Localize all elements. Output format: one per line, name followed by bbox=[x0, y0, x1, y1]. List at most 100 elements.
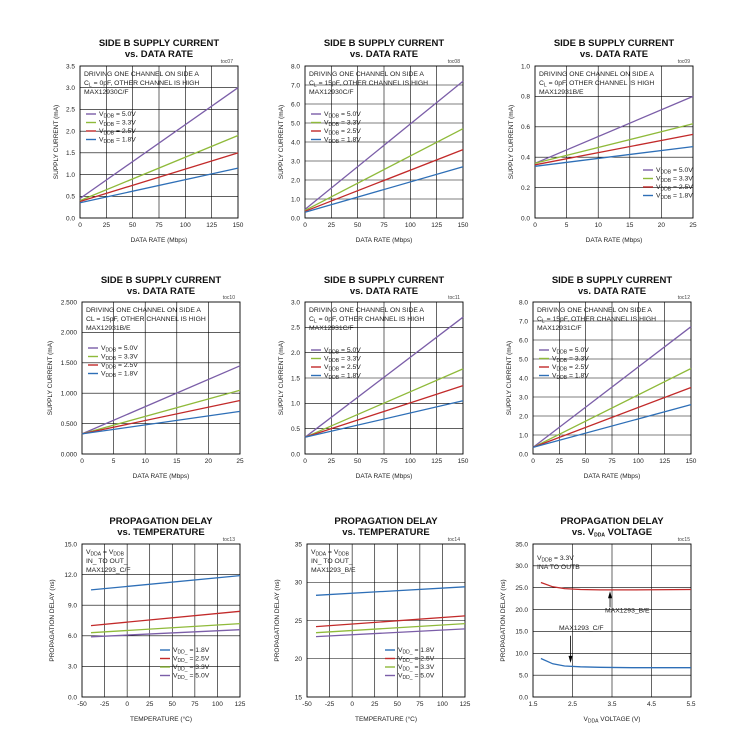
plot-frame bbox=[81, 301, 241, 455]
legend-label: VDD_ = 5.0V bbox=[398, 673, 435, 682]
x-tick-label: 20 bbox=[658, 222, 666, 229]
series-line bbox=[534, 123, 694, 164]
series-line bbox=[304, 80, 464, 210]
legend-label: VDDB = 1.8V bbox=[99, 137, 136, 146]
annotation-text: CL = 15pF, OTHER CHANNEL IS HIGH bbox=[309, 80, 428, 89]
series-line bbox=[315, 628, 466, 638]
x-axis-label: TEMPERATURE (°C) bbox=[130, 715, 192, 723]
plot-frame bbox=[532, 301, 692, 455]
legend-label: VDDB = 5.0V bbox=[552, 347, 589, 356]
callout-arrowhead bbox=[568, 655, 573, 663]
series-line bbox=[81, 389, 241, 435]
x-tick-label: 75 bbox=[191, 701, 199, 708]
legend-label: VDDB = 2.5V bbox=[552, 364, 589, 373]
annotation-text: CL = 15pF, OTHER CHANNEL IS HIGH bbox=[537, 316, 656, 325]
legend-label: VDD_ = 2.5V bbox=[173, 656, 210, 665]
annotation-text: CL = 0pF, OTHER CHANNEL IS HIGH bbox=[539, 80, 654, 89]
chart-subtitle: vs. DATA RATE bbox=[580, 49, 648, 60]
chart-title: PROPAGATION DELAY bbox=[109, 516, 213, 527]
legend-label: VDDB = 3.3V bbox=[324, 356, 361, 365]
y-tick-label: 7.0 bbox=[291, 82, 300, 89]
y-tick-label: 7.0 bbox=[519, 318, 528, 325]
series-line bbox=[540, 581, 692, 591]
y-axis-label: SUPPLY CURRENT (mA) bbox=[53, 105, 60, 179]
series-line bbox=[304, 166, 464, 213]
x-tick-label: 125 bbox=[659, 458, 670, 465]
y-tick-label: 15.0 bbox=[64, 541, 77, 548]
x-tick-label: 125 bbox=[431, 222, 442, 229]
y-tick-label: 0.000 bbox=[61, 451, 78, 458]
x-tick-label: 150 bbox=[458, 458, 469, 465]
x-tick-label: 0 bbox=[125, 701, 129, 708]
series-line bbox=[532, 403, 692, 449]
x-tick-label: 4.5 bbox=[647, 701, 656, 708]
y-tick-label: 2.500 bbox=[61, 299, 78, 306]
x-tick-label: -25 bbox=[325, 701, 335, 708]
x-tick-label: 150 bbox=[458, 222, 469, 229]
x-tick-label: 15 bbox=[173, 458, 181, 465]
x-tick-label: 25 bbox=[556, 458, 564, 465]
y-tick-label: 25 bbox=[295, 618, 303, 625]
x-tick-label: 25 bbox=[146, 701, 154, 708]
annotation-text: MAX12930C/F bbox=[84, 89, 129, 96]
x-axis-label: DATA RATE (Mbps) bbox=[131, 237, 188, 244]
x-tick-label: 0 bbox=[303, 222, 307, 229]
x-tick-label: 75 bbox=[155, 222, 163, 229]
y-tick-label: 2.0 bbox=[66, 128, 75, 135]
series-line bbox=[534, 133, 694, 166]
y-tick-label: 1.0 bbox=[291, 401, 300, 408]
y-axis-label: PROPAGATION DELAY (ns) bbox=[500, 579, 507, 661]
y-tick-label: 2.0 bbox=[519, 413, 528, 420]
x-tick-label: 150 bbox=[686, 458, 697, 465]
x-tick-label: 25 bbox=[236, 458, 244, 465]
x-tick-label: 15 bbox=[626, 222, 634, 229]
x-tick-label: -25 bbox=[100, 701, 110, 708]
x-axis-label: DATA RATE (Mbps) bbox=[133, 473, 190, 480]
y-tick-label: 1.000 bbox=[61, 391, 78, 398]
y-tick-label: 9.0 bbox=[68, 603, 77, 610]
chart-title: PROPAGATION DELAY bbox=[560, 516, 664, 527]
x-tick-label: 125 bbox=[206, 222, 217, 229]
figure-code: toc07 bbox=[221, 59, 233, 65]
series-line bbox=[534, 95, 694, 164]
x-tick-label: 25 bbox=[328, 222, 336, 229]
y-tick-label: 0.0 bbox=[519, 694, 528, 701]
x-tick-label: 3.5 bbox=[607, 701, 616, 708]
y-axis-label: SUPPLY CURRENT (mA) bbox=[278, 341, 285, 415]
y-axis-label: SUPPLY CURRENT (mA) bbox=[508, 105, 515, 179]
series-line bbox=[79, 152, 239, 203]
series-line bbox=[540, 657, 691, 669]
chart-title: SIDE B SUPPLY CURRENT bbox=[324, 275, 445, 286]
x-tick-label: 50 bbox=[354, 458, 362, 465]
series-line bbox=[304, 400, 464, 438]
chart-subtitle: vs. VDDA VOLTAGE bbox=[572, 527, 652, 539]
chart-title: SIDE B SUPPLY CURRENT bbox=[552, 275, 673, 286]
legend-label: VDDB = 5.0V bbox=[324, 347, 361, 356]
series-line bbox=[532, 367, 692, 448]
y-tick-label: 2.000 bbox=[61, 330, 78, 337]
annotation-text: DRIVING ONE CHANNEL ON SIDE A bbox=[539, 71, 654, 78]
legend-label: VDDB = 1.8V bbox=[101, 371, 138, 380]
y-tick-label: 8.0 bbox=[519, 299, 528, 306]
legend-label: VDD_ = 1.8V bbox=[173, 647, 210, 656]
figure-code: toc11 bbox=[448, 295, 460, 301]
y-tick-label: 6.0 bbox=[68, 633, 77, 640]
chart-subtitle: vs. DATA RATE bbox=[578, 286, 646, 297]
y-axis-label: SUPPLY CURRENT (mA) bbox=[47, 341, 54, 415]
plot-frame bbox=[304, 301, 464, 455]
x-tick-label: 50 bbox=[129, 222, 137, 229]
series-line bbox=[90, 629, 241, 638]
x-tick-label: -50 bbox=[302, 701, 312, 708]
x-tick-label: 100 bbox=[212, 701, 223, 708]
annotation-text: VDDA = VDDB bbox=[86, 549, 125, 558]
x-tick-label: -50 bbox=[77, 701, 87, 708]
y-tick-label: 0.6 bbox=[521, 124, 530, 131]
figure-code: toc08 bbox=[448, 59, 460, 65]
y-tick-label: 4.0 bbox=[291, 139, 300, 146]
chart-subtitle: vs. DATA RATE bbox=[350, 49, 418, 60]
series-line bbox=[532, 326, 692, 448]
y-tick-label: 2.0 bbox=[291, 350, 300, 357]
y-tick-label: 4.0 bbox=[519, 375, 528, 382]
